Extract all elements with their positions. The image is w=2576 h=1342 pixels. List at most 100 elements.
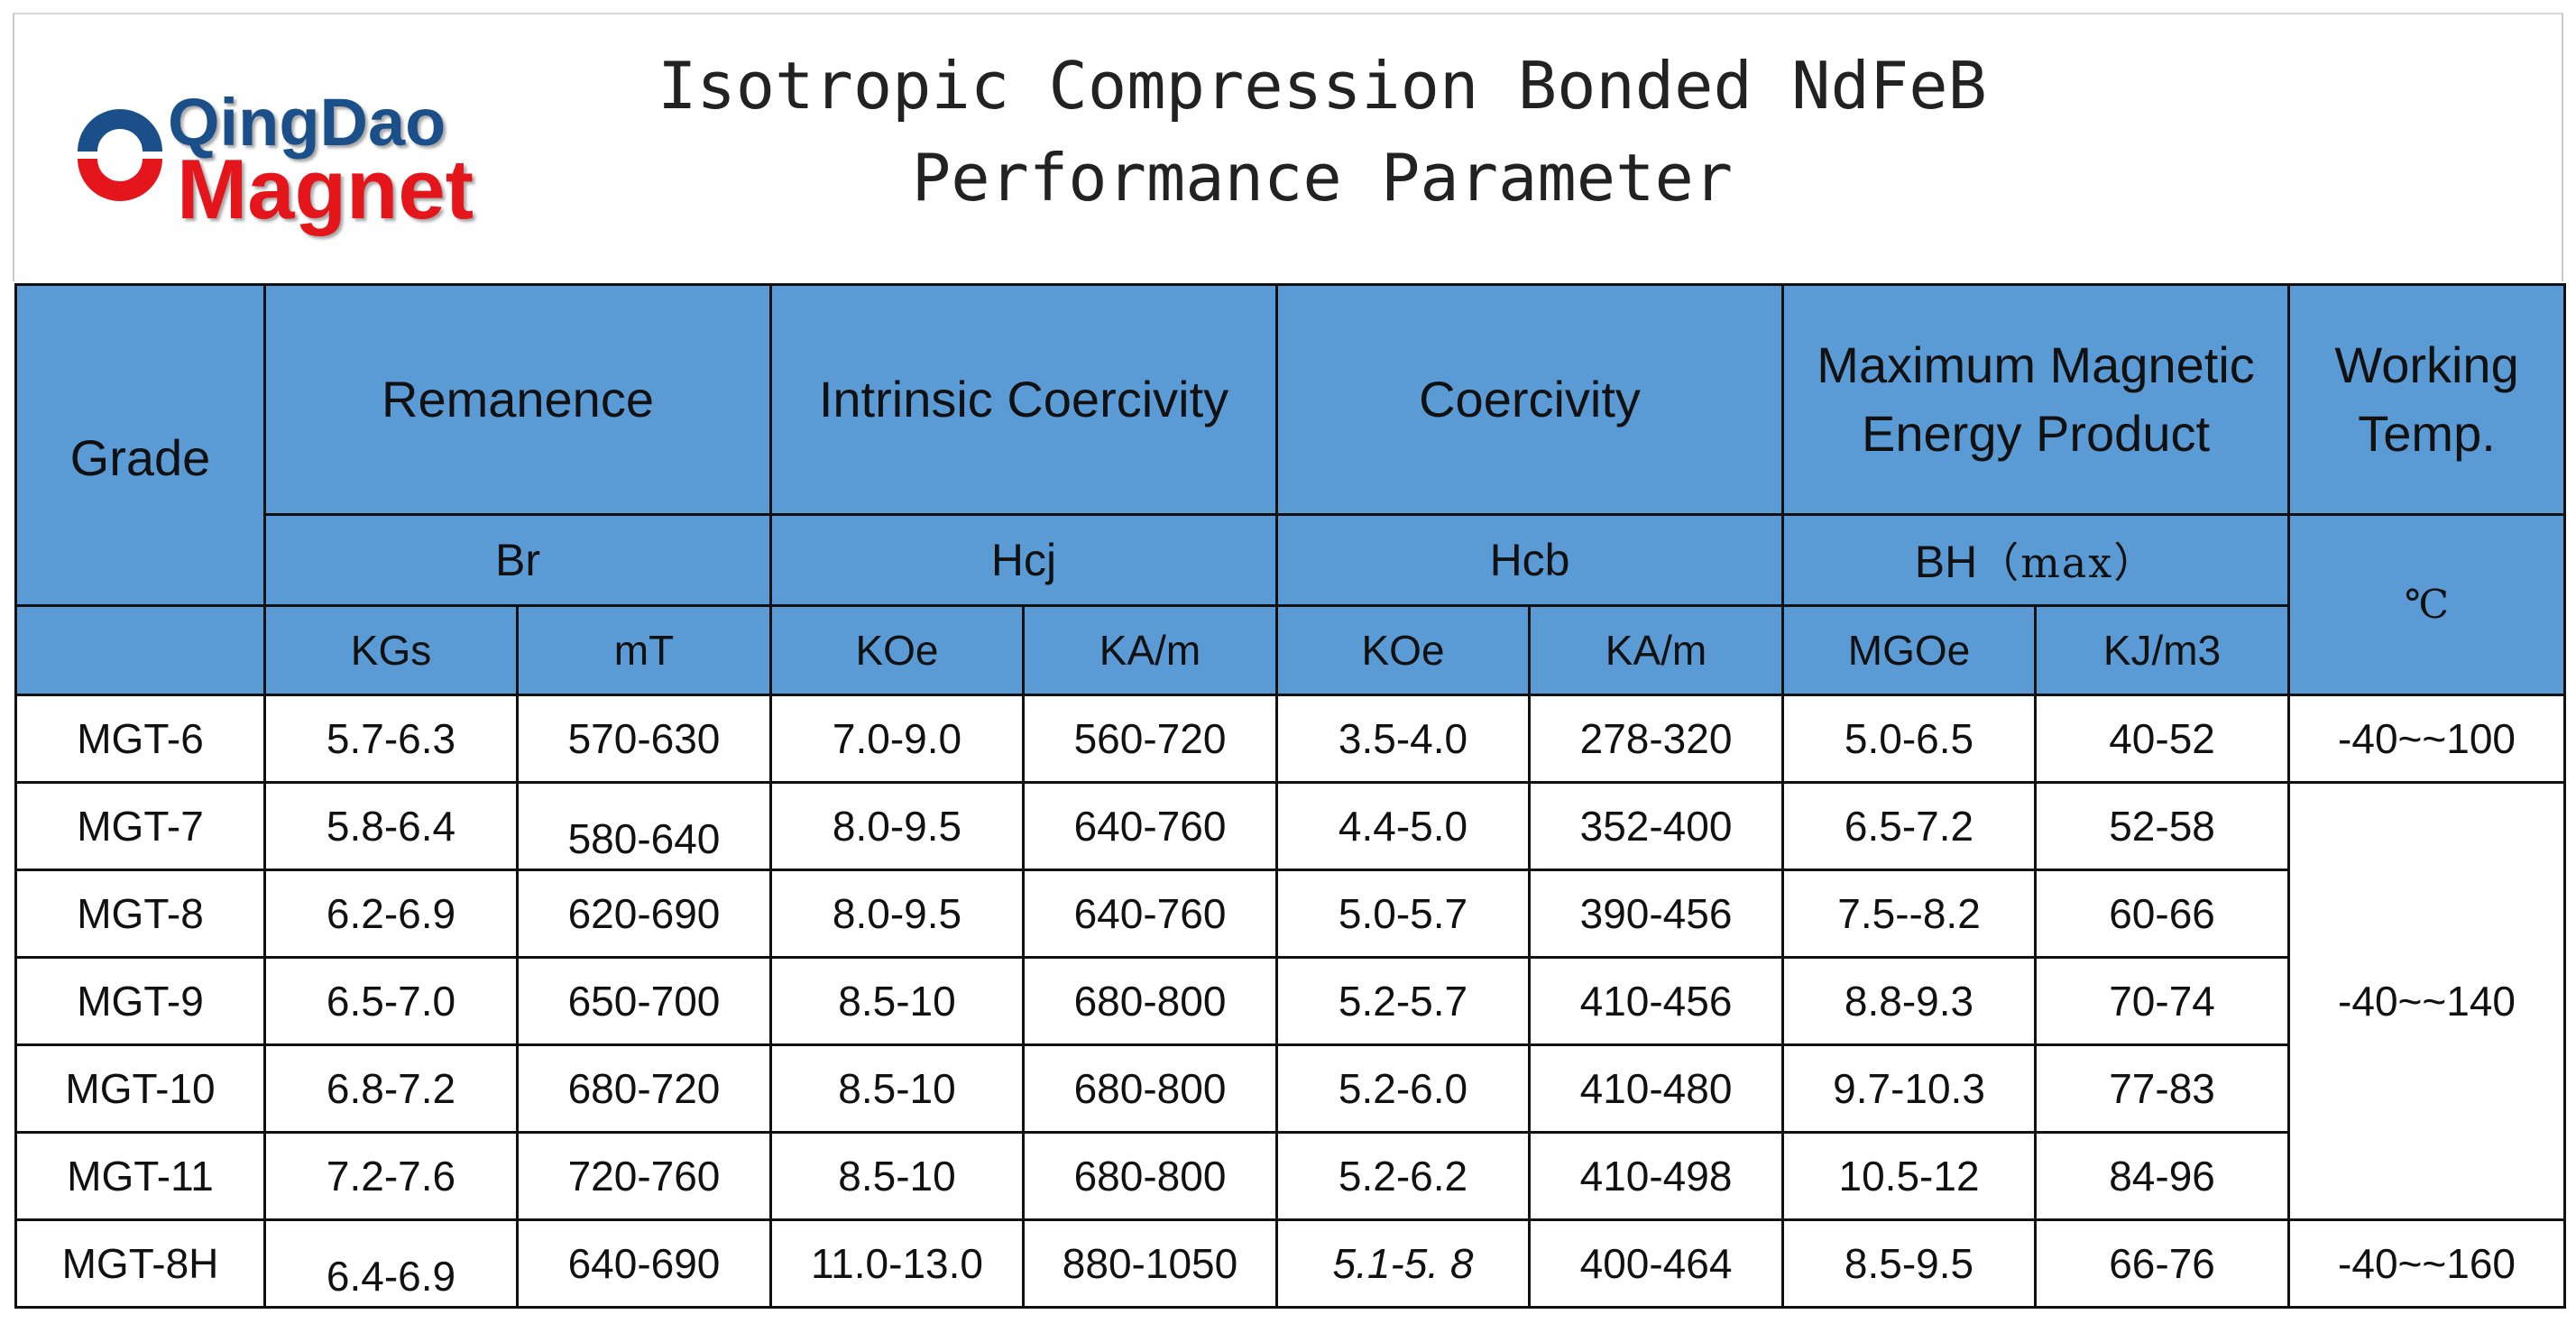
cell-hcj-koe: 8.5-10 <box>769 1131 1025 1221</box>
cell-kgs: 5.8-6.4 <box>263 781 519 871</box>
cell-hcb-koe: 3.5-4.0 <box>1275 694 1532 784</box>
cell-mgoe: 8.5-9.5 <box>1781 1218 2038 1309</box>
cell-hcb-koe: 5.0-5.7 <box>1275 869 1532 959</box>
magnet-logo-icon <box>78 109 162 201</box>
cell-grade: MGT-8 <box>14 869 266 959</box>
working-temp-line-1: Working <box>2334 336 2519 393</box>
cell-hcb-kam: 410-456 <box>1528 956 1785 1046</box>
working-temp-line-2: Temp. <box>2358 405 2496 462</box>
title-line-2: Performance Parameter <box>911 140 1734 216</box>
cell-kjm3: 40-52 <box>2034 694 2291 784</box>
table-header-row-groups: Grade Remanence Intrinsic Coercivity Coe… <box>14 283 2567 607</box>
table-row: MGT-8H 6.4-6.9 640-690 11.0-13.0 880-105… <box>14 1218 2567 1309</box>
cell-hcj-kam: 680-800 <box>1021 956 1279 1046</box>
cell-working-temp: -40~~100 <box>2287 694 2567 784</box>
logo-text-qingdao: QingDao <box>168 85 446 160</box>
unit-hcb-koe: KOe <box>1275 604 1532 696</box>
col-header-remanence: Remanence <box>263 283 772 516</box>
table-row: MGT-9 6.5-7.0 650-700 8.5-10 680-800 5.2… <box>14 956 2565 1046</box>
cell-kgs: 6.8-7.2 <box>263 1043 519 1134</box>
symbol-hcb: Hcb <box>1275 513 1785 607</box>
cell-hcb-koe: 5.2-6.0 <box>1275 1043 1532 1134</box>
cell-working-temp: -40~~160 <box>2287 1218 2567 1309</box>
cell-kjm3: 66-76 <box>2034 1218 2291 1309</box>
performance-table: Grade Remanence Intrinsic Coercivity Coe… <box>14 283 2567 1309</box>
cell-kgs: 6.4-6.9 <box>263 1218 519 1309</box>
table-header-row-symbols: Br Hcj Hcb BH（max） ℃ <box>16 513 2567 696</box>
cell-mt: 650-700 <box>516 956 772 1046</box>
unit-kjm3: KJ/m3 <box>2034 604 2291 696</box>
cell-hcj-koe: 8.5-10 <box>769 956 1025 1046</box>
unit-temp-celsius: ℃ <box>2287 513 2567 696</box>
unit-mgoe: MGOe <box>1781 604 2038 696</box>
cell-kgs: 5.7-6.3 <box>263 694 519 784</box>
cell-grade: MGT-10 <box>14 1043 266 1134</box>
cell-hcj-kam: 560-720 <box>1021 694 1279 784</box>
cell-hcj-kam: 640-760 <box>1021 781 1279 871</box>
unit-kgs: KGs <box>263 604 519 696</box>
unit-hcj-kam: KA/m <box>1021 604 1279 696</box>
cell-hcj-koe: 8.0-9.5 <box>769 869 1025 959</box>
cell-mt: 680-720 <box>516 1043 772 1134</box>
cell-mgoe: 5.0-6.5 <box>1781 694 2038 784</box>
table-row: MGT-7 5.8-6.4 580-640 8.0-9.5 640-760 4.… <box>14 781 2567 1221</box>
symbol-br: Br <box>263 513 772 607</box>
cell-mgoe: 8.8-9.3 <box>1781 956 2038 1046</box>
logo-text-magnet: Magnet <box>177 142 474 236</box>
col-header-working-temp: Working Temp. <box>2287 283 2567 516</box>
cell-hcj-koe: 11.0-13.0 <box>769 1218 1025 1309</box>
cell-hcj-koe: 8.0-9.5 <box>769 781 1025 871</box>
cell-mgoe: 6.5-7.2 <box>1781 781 2038 871</box>
table-row: MGT-6 5.7-6.3 570-630 7.0-9.0 560-720 3.… <box>14 694 2567 784</box>
cell-hcb-koe: 5.1-5. 8 <box>1275 1218 1532 1309</box>
col-header-grade: Grade <box>14 283 266 607</box>
max-energy-line-2: Energy Product <box>1862 405 2211 462</box>
cell-hcb-kam: 400-464 <box>1528 1218 1785 1309</box>
unit-hcb-kam: KA/m <box>1528 604 1785 696</box>
cell-mgoe: 7.5--8.2 <box>1781 869 2038 959</box>
cell-hcb-kam: 390-456 <box>1528 869 1785 959</box>
col-header-intrinsic-coercivity: Intrinsic Coercivity <box>768 283 1279 516</box>
unit-hcj-koe: KOe <box>769 604 1025 696</box>
cell-hcj-koe: 7.0-9.0 <box>769 694 1025 784</box>
header-banner: QingDao Magnet Isotropic Compression Bon… <box>13 13 2563 281</box>
symbol-bh-max-suffix: （max） <box>1977 538 2157 587</box>
cell-kjm3: 84-96 <box>2034 1131 2291 1221</box>
cell-kgs: 6.5-7.0 <box>263 956 519 1046</box>
cell-kjm3: 70-74 <box>2034 956 2291 1046</box>
cell-hcj-kam: 680-800 <box>1021 1043 1279 1134</box>
col-header-max-energy-product: Maximum Magnetic Energy Product <box>1781 283 2291 516</box>
unit-blank <box>14 604 266 696</box>
table-row: MGT-8 6.2-6.9 620-690 8.0-9.5 640-760 5.… <box>14 869 2565 959</box>
cell-mt: 640-690 <box>516 1218 772 1309</box>
cell-hcb-koe: 5.2-5.7 <box>1275 956 1532 1046</box>
cell-grade: MGT-7 <box>14 781 266 871</box>
unit-mt: mT <box>516 604 772 696</box>
cell-hcb-kam: 352-400 <box>1528 781 1785 871</box>
cell-grade: MGT-8H <box>14 1218 266 1309</box>
cell-mt: 620-690 <box>516 869 772 959</box>
cell-kjm3: 77-83 <box>2034 1043 2291 1134</box>
table-row: MGT-10 6.8-7.2 680-720 8.5-10 680-800 5.… <box>14 1043 2565 1134</box>
cell-mt: 720-760 <box>516 1131 772 1221</box>
cell-hcj-koe: 8.5-10 <box>769 1043 1025 1134</box>
symbol-bh: BH <box>1914 537 1978 587</box>
cell-hcb-kam: 278-320 <box>1528 694 1785 784</box>
cell-kjm3: 60-66 <box>2034 869 2291 959</box>
cell-hcb-kam: 410-498 <box>1528 1131 1785 1221</box>
cell-hcj-kam: 640-760 <box>1021 869 1279 959</box>
cell-hcj-kam: 680-800 <box>1021 1131 1279 1221</box>
cell-hcj-kam: 880-1050 <box>1021 1218 1279 1309</box>
cell-kgs: 7.2-7.6 <box>263 1131 519 1221</box>
max-energy-line-1: Maximum Magnetic <box>1817 336 2255 393</box>
cell-mgoe: 10.5-12 <box>1781 1131 2038 1221</box>
cell-working-temp-merged: -40~~140 <box>2287 781 2567 1221</box>
table-row: MGT-11 7.2-7.6 720-760 8.5-10 680-800 5.… <box>14 1131 2565 1221</box>
symbol-bh-max: BH（max） <box>1781 513 2291 607</box>
cell-hcb-koe: 4.4-5.0 <box>1275 781 1532 871</box>
cell-grade: MGT-11 <box>14 1131 266 1221</box>
table-header-row-units: KGs mT KOe KA/m KOe KA/m MGOe KJ/m3 <box>14 604 2565 696</box>
title-line-1: Isotropic Compression Bonded NdFeB <box>658 48 1987 124</box>
company-logo: QingDao Magnet <box>70 87 485 240</box>
